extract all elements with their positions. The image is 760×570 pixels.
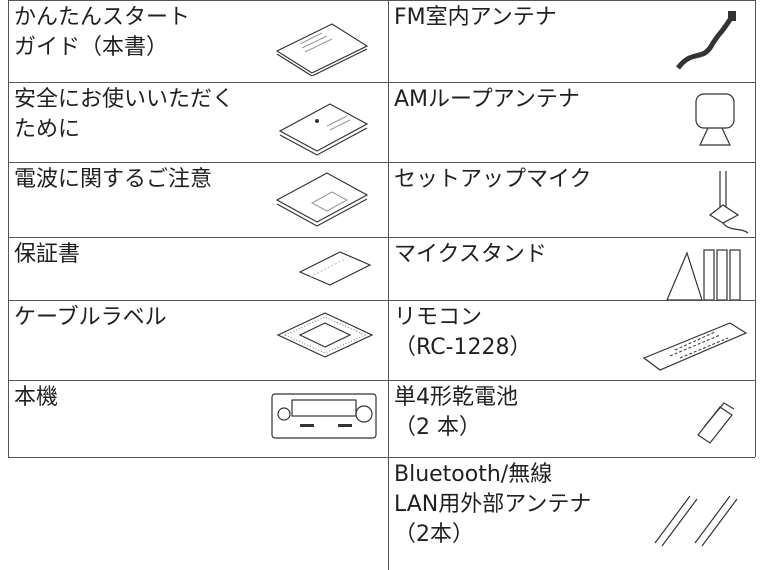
item-label: LAN用外部アンテナ <box>394 492 592 517</box>
item-label: マイクスタンド <box>394 242 547 267</box>
item-label: AMループアンテナ <box>394 87 580 112</box>
item-label: （RC-1228） <box>394 335 532 360</box>
item-icon <box>690 397 740 451</box>
item-icon <box>272 16 372 80</box>
item-cell: マイクスタンド <box>388 237 755 300</box>
item-label: （2 本） <box>394 415 481 440</box>
item-label: リモコン <box>394 305 483 330</box>
item-cell: FM室内アンテナ <box>388 0 755 82</box>
item-cell: ケーブルラベル <box>8 300 388 380</box>
item-label: 本機 <box>14 385 59 410</box>
item-label: Bluetooth/無線 <box>394 462 553 487</box>
item-cell: 本機 <box>8 380 388 457</box>
item-label: 電波に関するご注意 <box>14 167 213 192</box>
item-label: （2本） <box>394 522 474 547</box>
item-icon <box>272 168 372 232</box>
item-cell: セットアップマイク <box>388 162 755 237</box>
item-icon <box>650 488 740 552</box>
item-icon <box>700 167 750 241</box>
item-cell: 保証書 <box>8 237 388 300</box>
item-icon <box>295 247 375 291</box>
row-rule <box>8 237 755 238</box>
item-label: かんたんスタート <box>14 5 191 30</box>
item-label: 安全にお使いいただく <box>14 87 235 112</box>
item-cell: AMループアンテナ <box>388 82 755 162</box>
item-label: ために <box>14 117 81 142</box>
item-cell: 電波に関するご注意 <box>8 162 388 237</box>
row-rule <box>8 162 755 163</box>
item-label: FM室内アンテナ <box>394 5 557 30</box>
row-rule <box>8 380 755 381</box>
item-cell: リモコン （RC-1228） <box>388 300 755 380</box>
item-icon <box>640 318 750 382</box>
item-cell: Bluetooth/無線 LAN用外部アンテナ （2本） <box>388 457 755 570</box>
item-cell: 安全にお使いいただく ために <box>8 82 388 162</box>
row-rule <box>8 0 755 1</box>
item-icon <box>272 96 372 160</box>
item-cell: かんたんスタート ガイド（本書） <box>8 0 388 82</box>
item-label: セットアップマイク <box>394 167 592 192</box>
item-icon <box>270 390 378 446</box>
col-rule <box>8 0 9 457</box>
item-label: 保証書 <box>14 242 81 267</box>
row-rule <box>8 457 755 458</box>
row-rule <box>8 82 755 83</box>
item-label: 単4形乾電池 <box>394 385 518 410</box>
row-rule <box>8 300 755 301</box>
item-icon <box>275 310 375 364</box>
item-icon <box>690 90 740 154</box>
item-label: ガイド（本書） <box>14 35 169 60</box>
item-cell: 単4形乾電池 （2 本） <box>388 380 755 457</box>
item-label: ケーブルラベル <box>14 305 167 330</box>
col-rule <box>388 0 389 570</box>
col-rule <box>755 0 756 457</box>
item-icon <box>673 8 743 82</box>
